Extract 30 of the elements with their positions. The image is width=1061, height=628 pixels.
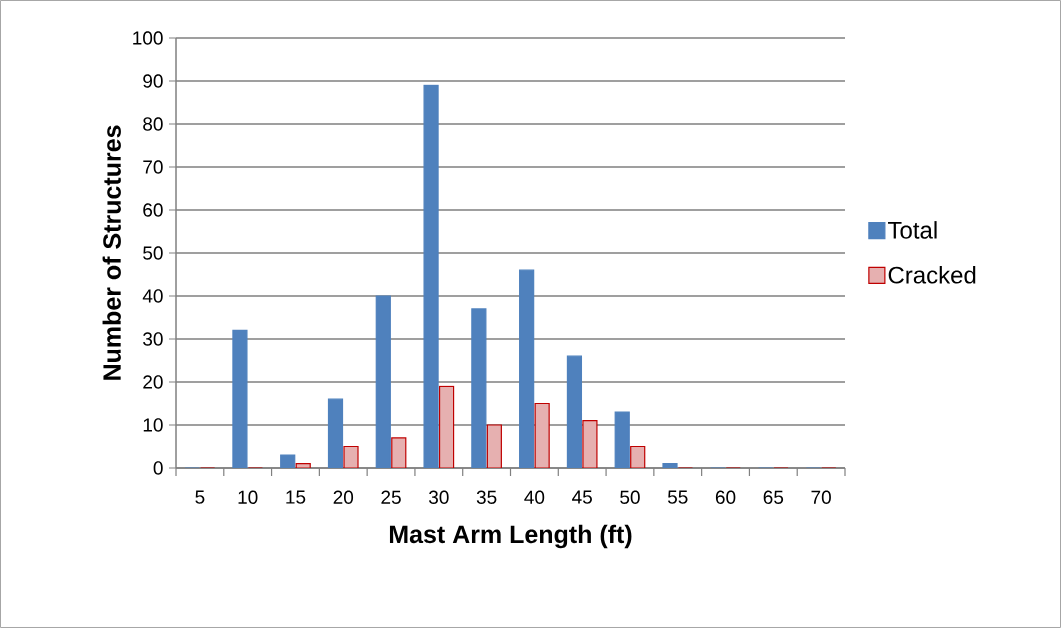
x-tick-label: 30 — [428, 490, 449, 504]
y-tick-label: 100 — [133, 31, 163, 45]
x-tick-label: 55 — [667, 490, 688, 504]
y-tick-label: 30 — [143, 332, 163, 346]
x-tick-label: 65 — [763, 490, 784, 504]
x-tick-label: 45 — [572, 490, 592, 504]
x-tick-label: 70 — [811, 490, 831, 504]
x-tick-label: 20 — [333, 490, 354, 504]
x-axis-title: Mast Arm Length (ft) — [389, 524, 632, 549]
y-tick-label: 70 — [143, 160, 163, 174]
legend-label: Cracked — [888, 265, 976, 284]
bar — [438, 385, 455, 468]
x-tick-label: 50 — [620, 490, 640, 504]
x-tick-label: 10 — [238, 490, 258, 504]
y-tick-label: 80 — [143, 117, 163, 131]
y-tick-label: 20 — [143, 375, 163, 389]
x-tick-label: 40 — [524, 490, 545, 504]
x-tick-label: 15 — [286, 490, 306, 504]
x-tick-label: 35 — [476, 490, 497, 504]
x-tick-label: 60 — [715, 490, 736, 504]
x-tick-label: 5 — [195, 490, 205, 504]
y-tick-label: 60 — [143, 203, 163, 217]
y-axis-title: Number of Structures — [102, 125, 121, 380]
y-tick-label: 40 — [142, 289, 163, 303]
legend-label: Total — [888, 221, 937, 239]
y-tick-label: 90 — [143, 74, 163, 88]
y-tick-label: 10 — [143, 418, 163, 432]
y-tick-label: 0 — [153, 461, 163, 475]
x-tick-label: 25 — [381, 490, 401, 504]
y-tick-label: 50 — [143, 246, 163, 260]
